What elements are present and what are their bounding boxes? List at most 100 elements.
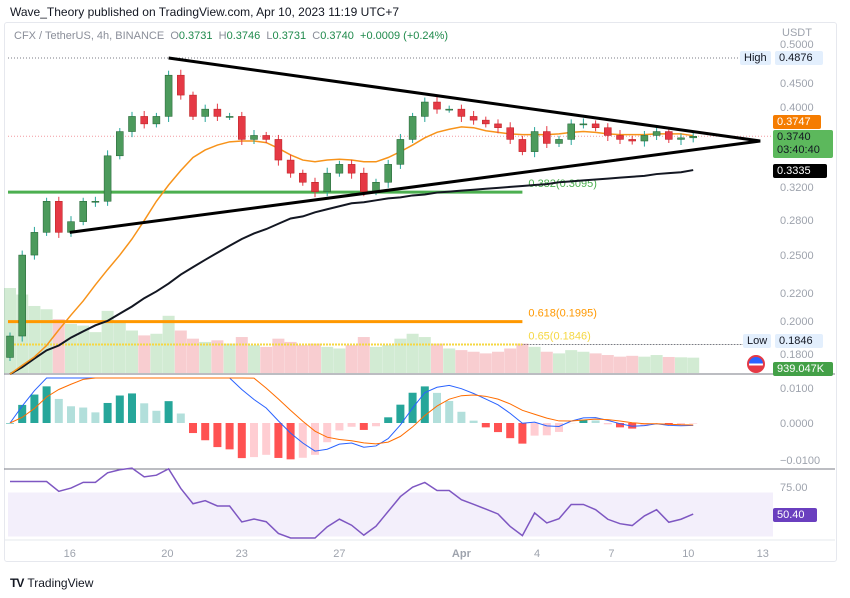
- candle-body: [164, 74, 173, 117]
- volume-bar: [260, 346, 273, 373]
- macd-histogram-bar: [335, 423, 344, 431]
- triangle-lower-line: [69, 139, 761, 234]
- candle-body: [286, 159, 295, 174]
- time-tick-label: 27: [333, 548, 345, 560]
- volume-bar: [370, 346, 382, 373]
- macd-histogram-bar: [225, 423, 234, 450]
- high-label: H: [218, 30, 227, 42]
- volume-bar: [296, 345, 309, 373]
- volume-bar: [28, 305, 41, 373]
- time-tick-label: 16: [64, 548, 76, 560]
- macd-histogram-bar: [530, 423, 539, 436]
- candle-body: [445, 108, 453, 111]
- volume-bar: [467, 351, 480, 373]
- price-tick-label: 0.4000: [780, 102, 814, 114]
- us-flag-icon[interactable]: [747, 355, 765, 373]
- macd-histogram-bar: [298, 423, 307, 458]
- macd-line: [9, 377, 694, 452]
- candle-body: [91, 201, 100, 203]
- volume-bar: [40, 309, 53, 373]
- candle-body: [677, 137, 685, 140]
- volume-bar: [248, 345, 260, 373]
- volume-bar: [638, 356, 651, 373]
- low-tag-value: 0.1846: [775, 334, 823, 348]
- candle-body: [482, 119, 490, 125]
- volume-bar: [455, 350, 468, 373]
- candle-body: [604, 127, 612, 136]
- low-label: L: [266, 30, 273, 42]
- candle-body: [506, 127, 514, 140]
- chart-frame: [4, 22, 837, 562]
- macd-histogram-bar: [6, 423, 14, 424]
- volume-bar: [150, 333, 163, 373]
- macd-histogram-bar: [213, 423, 222, 448]
- macd-histogram-bar: [128, 393, 136, 423]
- macd-histogram-bar: [262, 423, 271, 455]
- ma-long-line: [9, 169, 694, 375]
- macd-histogram-bar: [347, 423, 356, 427]
- candle-body: [543, 131, 551, 144]
- candle-body: [274, 139, 283, 161]
- volume-bar: [174, 330, 187, 373]
- volume-bar: [492, 351, 504, 373]
- candle-body: [591, 123, 600, 128]
- volume-bar: [113, 320, 126, 373]
- candle-body: [323, 172, 331, 192]
- volume-bar: [126, 330, 138, 373]
- macd-histogram-bar: [591, 420, 600, 423]
- brand-name: TradingView: [27, 576, 94, 590]
- tradingview-logo-icon: TV: [10, 576, 24, 590]
- macd-histogram-bar: [481, 423, 490, 428]
- volume-bar: [675, 357, 687, 373]
- candle-body: [555, 139, 563, 144]
- volume-bar: [443, 348, 456, 373]
- signal-line: [9, 377, 694, 445]
- volume-bar: [528, 346, 541, 373]
- low-value: 0.3731: [272, 30, 307, 42]
- volume-bar: [662, 356, 675, 373]
- time-tick-label: 23: [236, 548, 248, 560]
- candle-body: [665, 131, 673, 140]
- candle-body: [335, 164, 344, 174]
- volume-bar: [504, 348, 517, 373]
- volume-bar: [284, 341, 297, 373]
- macd-histogram-bar: [42, 386, 51, 423]
- macd-histogram-bar: [79, 407, 88, 423]
- rsi-band: [8, 492, 773, 537]
- candle-body: [103, 155, 112, 202]
- macd-histogram-bar: [176, 413, 185, 423]
- close-label: C: [312, 30, 321, 42]
- macd-histogram-bar: [616, 423, 624, 428]
- volume-bar: [357, 337, 370, 373]
- volume-bar: [101, 310, 114, 373]
- volume-bar: [89, 332, 102, 373]
- macd-histogram-bar: [396, 404, 405, 423]
- candle-body: [530, 131, 539, 152]
- macd-histogram-bar: [323, 423, 332, 443]
- macd-histogram-bar: [164, 401, 173, 423]
- candle-body: [116, 131, 124, 157]
- symbol-name[interactable]: CFX / TetherUS, 4h, BINANCE: [14, 30, 165, 42]
- candle-body: [640, 135, 649, 142]
- volume-bar: [577, 351, 590, 373]
- volume-bar: [650, 355, 663, 373]
- candle-body: [299, 172, 307, 183]
- macd-histogram-bar: [445, 400, 454, 423]
- candle-body: [384, 164, 392, 183]
- triangle-upper-line: [168, 56, 761, 143]
- volume-bar: [235, 337, 248, 373]
- candle-body: [250, 135, 258, 140]
- open-value: 0.3731: [178, 30, 213, 42]
- price-tick-label: 0.4500: [780, 78, 814, 90]
- candle-body: [628, 139, 636, 142]
- candle-body: [79, 201, 87, 222]
- volume-bar: [601, 355, 614, 373]
- footer-brand[interactable]: TV TradingView: [10, 576, 93, 590]
- candle-body: [347, 164, 356, 174]
- last-price-tag: 0.3740 03:40:40: [773, 130, 833, 158]
- volume-bar: [333, 348, 346, 373]
- macd-histogram-bar: [91, 412, 100, 423]
- macd-histogram-bar: [286, 423, 295, 460]
- open-label: O: [170, 30, 179, 42]
